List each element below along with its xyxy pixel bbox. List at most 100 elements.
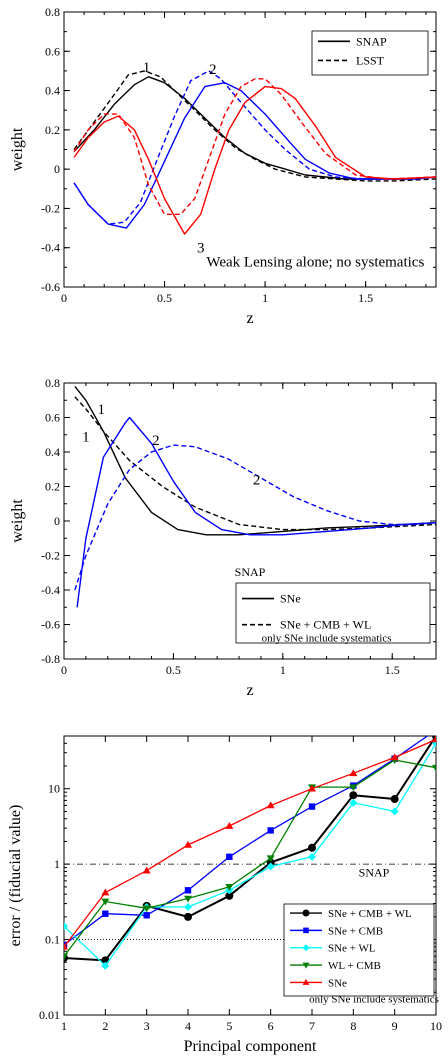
data-point: [266, 862, 275, 871]
legend-label: SNe + CMB + WL: [280, 618, 371, 632]
chart-2: 0 0.5 1 1.5 -0.8 -0.6 -0.4 -0.2 0 0.2 0.4 0.6 0.8 z we…: [9, 376, 437, 699]
y-tick-label: 0: [54, 162, 60, 176]
data-point: [64, 922, 68, 931]
y-tick-label: 0.2: [45, 123, 60, 137]
legend-label: SNAP: [356, 34, 387, 48]
x-tick-label: 1: [280, 663, 286, 677]
legend-label: SNe + CMB + WL: [328, 908, 412, 920]
x-axis-label: Principal component: [184, 1038, 317, 1055]
y-tick-label: 0.01: [39, 1008, 60, 1022]
y-tick-label: 0.6: [45, 411, 60, 425]
x-tick-label: 10: [430, 1019, 442, 1033]
data-point: [308, 852, 316, 861]
data-point: [302, 944, 310, 952]
x-tick-label: 9: [392, 1019, 398, 1033]
x-tick-label: 1.5: [358, 291, 373, 305]
series-line-3: [73, 81, 436, 229]
y-tick-label: -0.4: [41, 583, 60, 597]
data-point: [266, 855, 275, 863]
series-line-1: [73, 76, 436, 180]
data-point: [302, 978, 310, 985]
data-point: [432, 764, 436, 772]
data-point: [184, 912, 192, 921]
annotation: SNAP: [359, 865, 390, 879]
x-axis-label: z: [246, 310, 253, 327]
x-tick-label: 0: [61, 291, 67, 305]
legend-box: [235, 582, 431, 644]
y-tick-label: -0.2: [41, 549, 60, 563]
data-point: [142, 866, 151, 874]
series-line-5: [64, 738, 436, 948]
x-tick-label: 1: [61, 1019, 67, 1033]
data-point: [349, 798, 358, 807]
y-tick-label: -0.4: [41, 241, 60, 255]
series-line-6: [73, 78, 436, 216]
data-point: [267, 827, 274, 834]
y-tick-label: 0.8: [45, 5, 60, 19]
legend-label: SNe + WL: [328, 943, 376, 955]
y-tick-label: 0.4: [45, 445, 60, 459]
data-point: [225, 884, 234, 891]
data-point: [64, 942, 68, 950]
y-tick-label: 0.2: [45, 480, 60, 494]
data-point: [64, 953, 68, 961]
series-line-2: [73, 70, 436, 182]
chart-1: 0 0.5 1 1.5 -0.6 -0.4 -0.2 0 0.2 0.4 0.6 0.8 z weight…: [9, 5, 437, 327]
x-tick-label: 8: [350, 1019, 356, 1033]
data-point: [303, 927, 309, 934]
data-point: [225, 891, 234, 900]
y-tick-label: 0.1: [45, 933, 60, 947]
data-point: [433, 727, 439, 733]
x-tick-label: 0.5: [157, 291, 172, 305]
series-line-5: [73, 85, 436, 235]
series-line-3: [64, 742, 436, 967]
x-tick-label: 6: [268, 1019, 274, 1033]
data-point: [266, 801, 275, 809]
y-tick-label: 0.8: [45, 376, 60, 390]
data-point: [226, 853, 233, 861]
data-point: [390, 795, 399, 804]
y-tick-label: -0.6: [41, 618, 60, 632]
data-point: [302, 962, 310, 969]
data-point: [143, 912, 150, 919]
y-tick-label: 0.4: [45, 84, 60, 98]
x-tick-label: 5: [226, 1019, 232, 1033]
legend: SNAP LSST: [311, 30, 429, 76]
x-tick-label: 0.5: [166, 663, 181, 677]
series-line-3: [76, 416, 436, 608]
y-axis-label: weight: [9, 127, 26, 171]
annotation: Weak Lensing alone; no systematics: [206, 254, 424, 270]
x-tick-label: 4: [185, 1019, 191, 1033]
series-line-1: [64, 736, 436, 962]
x-axis-label: z: [246, 682, 253, 699]
x-tick-label: 1.5: [385, 663, 400, 677]
data-point: [308, 803, 316, 810]
data-point: [349, 784, 358, 792]
data-point: [308, 843, 316, 852]
legend-label: WL + CMB: [328, 960, 381, 972]
annotation: 3: [197, 241, 205, 257]
x-tick-label: 0: [61, 663, 67, 677]
data-point: [142, 905, 151, 913]
data-point: [308, 784, 316, 792]
y-tick-label: -0.6: [41, 280, 60, 294]
data-point: [184, 903, 192, 912]
y-tick-label: 10: [48, 782, 60, 796]
x-tick-label: 7: [309, 1019, 315, 1033]
legend: SNe SNe + CMB + WL: [235, 582, 431, 644]
annotation: 1: [97, 402, 105, 418]
x-tick-label: 2: [102, 1019, 108, 1033]
legend: SNe + CMB + WL SNe + CMB SNe + WL WL + CMB S…: [283, 903, 435, 997]
annotation: 2: [209, 62, 217, 78]
series-group: [74, 385, 436, 608]
data-point: [225, 822, 234, 829]
series-line-4: [64, 759, 436, 957]
annotation: 1: [82, 429, 90, 445]
series-line-4: [73, 70, 436, 225]
annotation: SNAP: [235, 565, 266, 579]
annotation: 1: [143, 60, 151, 76]
series-group: [64, 727, 439, 970]
data-point: [302, 909, 310, 917]
legend-label: SNe: [280, 592, 301, 606]
